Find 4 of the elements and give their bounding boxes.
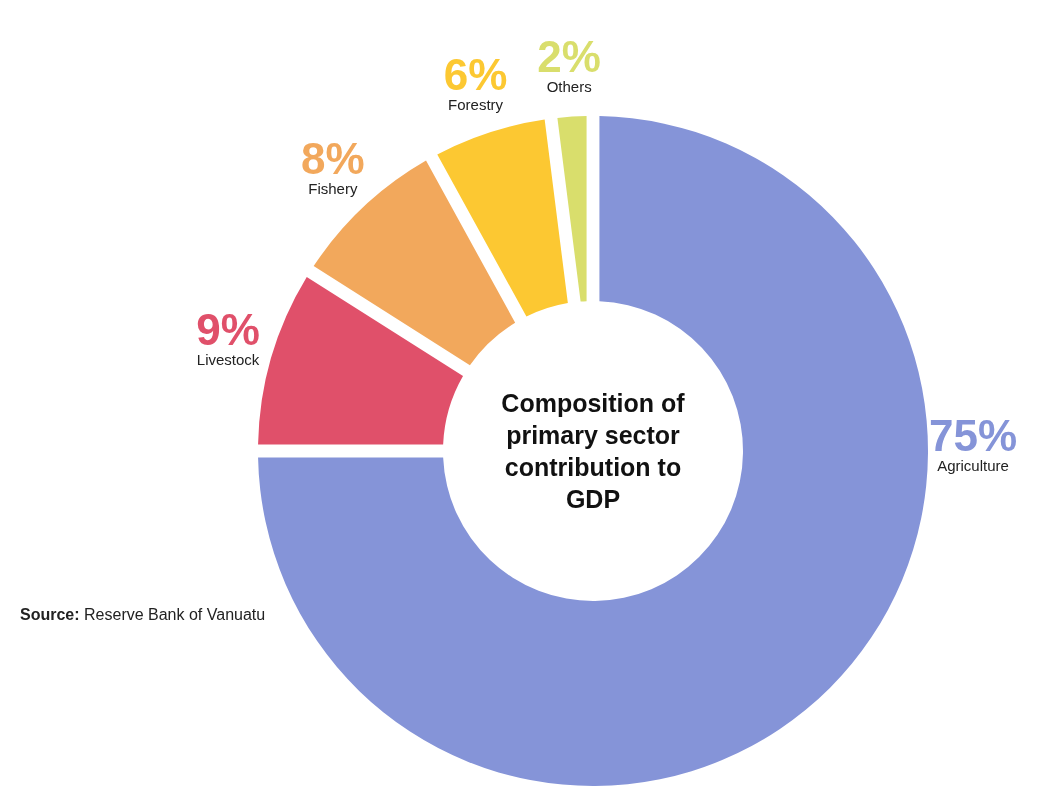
data-label: 75% (928, 411, 1018, 460)
source-note: Source: Reserve Bank of Vanuatu (20, 606, 266, 623)
slice-label: Agriculture (937, 457, 1009, 474)
text: Composition of primary sector contribution to GDP (501, 389, 686, 513)
